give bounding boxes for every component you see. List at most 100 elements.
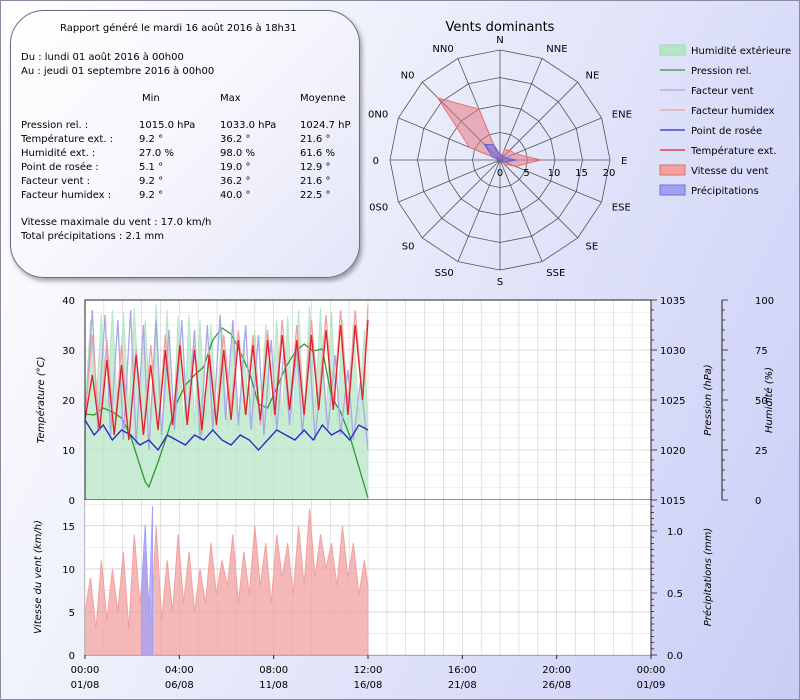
legend-label: Humidité extérieure (691, 45, 791, 57)
row-min: 1015.0 hPa (139, 120, 196, 131)
radar-spoke (457, 159, 501, 262)
row-min: 9.2 ° (139, 134, 164, 145)
humidity-tick-label: 25 (755, 446, 768, 457)
temperature-tick-label: 40 (62, 296, 75, 307)
direction-label: E (621, 156, 627, 167)
radial-tick-label: 0 (497, 168, 503, 179)
direction-label: NN0 (432, 44, 453, 55)
row-label: Température ext. : (21, 134, 114, 145)
col-header-moyenne: Moyenne (300, 93, 346, 104)
report-date-from: Du : lundi 01 août 2016 à 00h00 (21, 52, 184, 63)
series-line (85, 319, 369, 441)
row-min: 9.2 ° (139, 176, 164, 187)
direction-label: N (496, 35, 503, 46)
direction-label: 0N0 (368, 110, 388, 121)
direction-label: NE (586, 70, 600, 81)
radar-spoke (499, 159, 579, 239)
direction-label: 0S0 (369, 202, 388, 213)
direction-label: S0 (402, 242, 415, 253)
wind-tick-label: 5 (69, 608, 75, 619)
row-min: 5.1 ° (139, 162, 164, 173)
direction-label: S (497, 277, 503, 288)
row-avg: 12.9 ° (300, 162, 331, 173)
series-area (85, 508, 369, 655)
pressure-tick-label: 1020 (660, 446, 685, 457)
legend-swatch (659, 44, 686, 56)
wind-tick-label: 15 (62, 522, 75, 533)
temperature-tick-label: 0 (69, 496, 75, 507)
direction-label: SS0 (435, 268, 454, 279)
direction-label: NNE (546, 44, 567, 55)
x-tick-date-label: 06/08 (165, 680, 194, 691)
radial-tick-label: 15 (575, 168, 588, 179)
total-rain-text: Total précipitations : 2.1 mm (21, 231, 165, 242)
legend-swatch (659, 184, 686, 196)
row-avg: 61.6 % (300, 148, 335, 159)
pressure-tick-label: 1030 (660, 346, 685, 357)
direction-label: ESE (612, 202, 631, 213)
x-tick-time-label: 04:00 (165, 665, 194, 676)
radial-tick-label: 5 (523, 168, 529, 179)
rain-tick-label: 1.0 (667, 527, 683, 538)
wind-axis-label: Vitesse du vent (km/h) (33, 520, 44, 634)
humidity-axis-label: Humidité (%) (763, 367, 775, 433)
col-header-min: Min (142, 93, 160, 104)
row-label: Humidité ext. : (21, 148, 96, 159)
col-header-max: Max (220, 93, 241, 104)
radar-spoke (499, 81, 579, 161)
row-max: 40.0 ° (220, 190, 251, 201)
series-line (85, 419, 369, 452)
temperature-tick-label: 30 (62, 346, 75, 357)
row-avg: 1024.7 hPa (300, 120, 351, 131)
series-area (141, 506, 154, 655)
direction-label: ENE (612, 110, 632, 121)
x-tick-time-label: 00:00 (71, 665, 100, 676)
rain-axis-label: Précipitations (mm) (702, 528, 714, 627)
row-max: 19.0 ° (220, 162, 251, 173)
humidity-tick-label: 0 (755, 496, 761, 507)
row-avg: 21.6 ° (300, 176, 331, 187)
legend-label: Précipitations (691, 185, 759, 197)
wind-rose-series-polygon (436, 96, 542, 167)
row-avg: 21.6 ° (300, 134, 331, 145)
legend-label: Facteur vent (691, 86, 754, 97)
x-tick-time-label: 00:00 (637, 665, 666, 676)
radar-spoke (421, 159, 501, 239)
report-title: Rapport généré le mardi 16 août 2016 à 1… (60, 23, 297, 34)
pressure-tick-label: 1035 (660, 296, 685, 307)
x-tick-date-label: 01/09 (637, 680, 666, 691)
direction-label: N0 (401, 70, 415, 81)
row-max: 36.2 ° (220, 134, 251, 145)
row-label: Facteur vent : (21, 176, 91, 187)
rain-tick-label: 0.5 (667, 589, 683, 600)
wind-tick-label: 10 (62, 565, 75, 576)
temperature-tick-label: 20 (62, 396, 75, 407)
row-label: Facteur humidex : (21, 190, 112, 201)
row-max: 98.0 % (220, 148, 255, 159)
direction-label: 0 (373, 156, 379, 167)
wind-rose-title: Vents dominants (446, 20, 555, 35)
legend-label: Vitesse du vent (691, 166, 768, 177)
report-summary-panel: Rapport généré le mardi 16 août 2016 à 1… (10, 10, 360, 278)
max-wind-text: Vitesse maximale du vent : 17.0 km/h (21, 217, 212, 228)
x-tick-time-label: 20:00 (542, 665, 571, 676)
radar-spoke (499, 58, 543, 161)
humidity-tick-label: 75 (755, 346, 768, 357)
x-tick-date-label: 26/08 (542, 680, 571, 691)
humidity-tick-label: 100 (755, 296, 774, 307)
radar-spoke (499, 117, 602, 161)
pressure-tick-label: 1015 (660, 496, 685, 507)
radar-spoke (499, 159, 543, 262)
legend-swatch (659, 164, 686, 176)
legend-label: Température ext. (690, 145, 777, 157)
direction-label: SE (586, 242, 599, 253)
radial-tick-label: 10 (548, 168, 561, 179)
row-min: 27.0 % (139, 148, 174, 159)
x-tick-time-label: 08:00 (259, 665, 288, 676)
row-label: Point de rosée : (21, 162, 99, 173)
x-tick-date-label: 01/08 (71, 680, 100, 691)
legend-label: Pression rel. (691, 66, 752, 77)
